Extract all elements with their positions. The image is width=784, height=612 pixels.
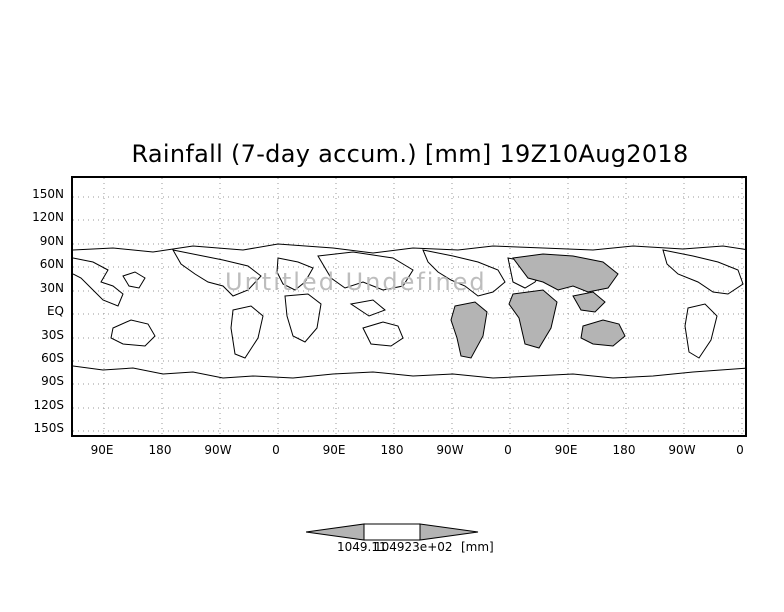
x-label-90w-3: 90W [668,443,696,457]
coastlines [73,243,745,379]
colorbar-left-arrow [306,523,365,541]
watermark-text: Untitled Undefined [225,268,487,296]
y-label-eq: EQ [46,304,64,318]
y-label-60n: 60N [39,257,64,271]
x-label-0-2: 0 [504,443,512,457]
y-label-30s: 30S [41,328,64,342]
colorbar [306,523,479,541]
x-label-180-2: 180 [380,443,404,457]
y-label-30n: 30N [39,281,64,295]
map-canvas [73,178,745,435]
shaded-regions [450,253,626,359]
map-title: Rainfall (7-day accum.) [mm] 19Z10Aug201… [131,140,689,168]
map-frame [71,176,747,437]
colorbar-mid-box [363,523,421,541]
y-label-90s: 90S [41,374,64,388]
colorbar-label-right: 104923e+02 [374,540,453,554]
x-label-90w-2: 90W [436,443,464,457]
x-label-0-1: 0 [272,443,280,457]
x-label-90e-1: 90E [90,443,114,457]
x-label-90e-2: 90E [322,443,346,457]
y-label-150n: 150N [32,187,64,201]
x-label-90w-1: 90W [204,443,232,457]
y-label-90n: 90N [39,234,64,248]
x-label-180-3: 180 [612,443,636,457]
y-label-120n: 120N [32,210,64,224]
x-label-0-3: 0 [736,443,744,457]
y-label-150s: 150S [33,421,64,435]
colorbar-right-arrow [419,523,479,541]
y-label-60s: 60S [41,351,64,365]
y-label-120s: 120S [33,398,64,412]
colorbar-units: [mm] [461,540,494,554]
map-grid [73,178,745,435]
colorbar-label-left: 1049.11 [337,540,387,554]
x-label-180-1: 180 [148,443,172,457]
x-label-90e-3: 90E [554,443,578,457]
